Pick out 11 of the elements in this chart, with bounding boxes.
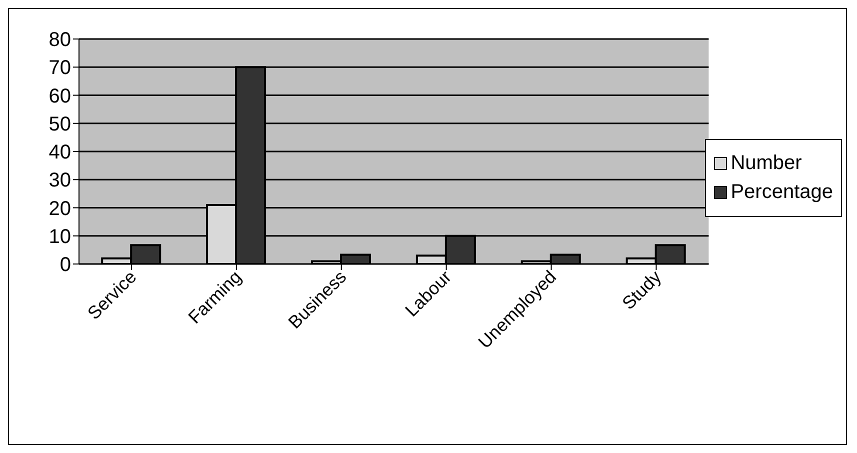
legend-label: Percentage — [730, 181, 833, 204]
y-tick-label: 0 — [60, 254, 71, 276]
y-tick-label: 50 — [48, 113, 71, 136]
y-tick-label: 70 — [48, 57, 71, 80]
y-tick-label: 80 — [48, 29, 71, 52]
legend-label: Number — [730, 152, 802, 175]
y-tick-label: 40 — [48, 142, 71, 164]
y-tick-label: 30 — [48, 170, 71, 192]
y-tick-label: 10 — [48, 226, 71, 248]
y-tick-label: 60 — [48, 85, 71, 108]
y-tick-label: 20 — [48, 198, 71, 220]
